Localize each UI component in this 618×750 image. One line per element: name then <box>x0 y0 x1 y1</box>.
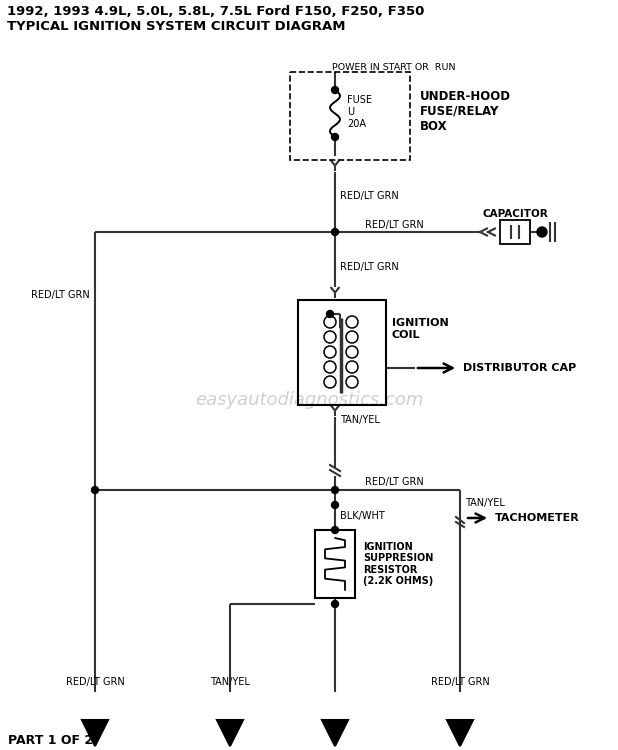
Text: B: B <box>226 728 234 737</box>
Text: RED/LT GRN: RED/LT GRN <box>340 191 399 201</box>
Text: IGNITION
COIL: IGNITION COIL <box>392 318 449 340</box>
Text: RED/LT GRN: RED/LT GRN <box>66 677 124 687</box>
Text: UNDER-HOOD
FUSE/RELAY
BOX: UNDER-HOOD FUSE/RELAY BOX <box>420 90 511 133</box>
Text: RED/LT GRN: RED/LT GRN <box>365 220 424 230</box>
Text: PART 1 OF 2: PART 1 OF 2 <box>8 734 93 746</box>
Text: TAN/YEL: TAN/YEL <box>210 677 250 687</box>
Circle shape <box>331 601 339 608</box>
Circle shape <box>331 134 339 140</box>
Circle shape <box>326 310 334 317</box>
Text: RED/LT GRN: RED/LT GRN <box>32 290 90 300</box>
Text: TAN/YEL: TAN/YEL <box>465 498 505 508</box>
Circle shape <box>331 502 339 509</box>
Polygon shape <box>447 720 473 746</box>
Text: 1992, 1993 4.9L, 5.0L, 5.8L, 7.5L Ford F150, F250, F350: 1992, 1993 4.9L, 5.0L, 5.8L, 7.5L Ford F… <box>7 5 425 18</box>
Text: easyautodiagnostics.com: easyautodiagnostics.com <box>195 391 423 409</box>
Text: IGNITION
SUPPRESION
RESISTOR
(2.2K OHMS): IGNITION SUPPRESION RESISTOR (2.2K OHMS) <box>363 542 433 586</box>
Circle shape <box>331 86 339 94</box>
Polygon shape <box>322 720 348 746</box>
Circle shape <box>331 526 339 533</box>
Polygon shape <box>82 720 108 746</box>
Text: TYPICAL IGNITION SYSTEM CIRCUIT DIAGRAM: TYPICAL IGNITION SYSTEM CIRCUIT DIAGRAM <box>7 20 345 33</box>
Text: CAPACITOR: CAPACITOR <box>482 209 548 219</box>
Text: C: C <box>331 728 339 737</box>
Circle shape <box>331 487 339 494</box>
Circle shape <box>331 229 339 236</box>
Text: A: A <box>91 728 99 737</box>
Bar <box>500 220 530 244</box>
Text: FUSE
U
20A: FUSE U 20A <box>347 95 372 128</box>
Bar <box>315 530 355 598</box>
Circle shape <box>91 487 98 494</box>
Text: RED/LT GRN: RED/LT GRN <box>365 477 424 487</box>
Text: RED/LT GRN: RED/LT GRN <box>431 677 489 687</box>
Bar <box>298 300 386 405</box>
Text: DISTRIBUTOR CAP: DISTRIBUTOR CAP <box>463 363 576 373</box>
Text: RED/LT GRN: RED/LT GRN <box>340 262 399 272</box>
Text: D: D <box>455 728 465 737</box>
Circle shape <box>537 227 547 237</box>
Text: TAN/YEL: TAN/YEL <box>340 415 380 425</box>
Text: POWER IN START OR  RUN: POWER IN START OR RUN <box>332 64 455 73</box>
Polygon shape <box>217 720 243 746</box>
Text: TACHOMETER: TACHOMETER <box>495 513 580 523</box>
Text: BLK/WHT: BLK/WHT <box>340 511 385 521</box>
